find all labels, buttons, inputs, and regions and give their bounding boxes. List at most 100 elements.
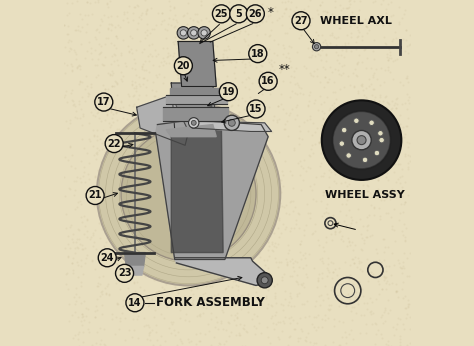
Point [235, 220, 242, 226]
Point [168, 165, 175, 170]
Point [90, 239, 98, 245]
Point [119, 104, 127, 110]
Point [116, 183, 123, 189]
Point [169, 40, 177, 45]
Point [346, 0, 354, 3]
Point [310, 100, 318, 106]
Point [222, 120, 229, 126]
Point [107, 40, 115, 46]
Point [401, 293, 409, 299]
Point [376, 92, 383, 98]
Point [231, 175, 238, 181]
Point [368, 92, 376, 98]
Point [286, 290, 293, 296]
Point [93, 127, 100, 133]
Point [156, 189, 164, 194]
Point [263, 213, 271, 218]
Point [223, 338, 230, 344]
Point [403, 255, 410, 261]
Point [222, 141, 230, 146]
Point [67, 38, 75, 44]
Point [120, 258, 128, 264]
Point [211, 188, 219, 193]
Point [310, 340, 318, 346]
Point [279, 278, 286, 283]
Point [170, 69, 178, 74]
Point [95, 210, 102, 216]
Point [222, 131, 230, 136]
Point [222, 78, 230, 84]
Point [165, 60, 173, 66]
Circle shape [369, 120, 374, 126]
Point [141, 35, 148, 41]
Point [185, 140, 193, 145]
Point [97, 49, 105, 55]
Point [406, 42, 413, 47]
Point [285, 300, 292, 305]
Point [356, 0, 364, 4]
Point [123, 110, 131, 116]
Point [332, 161, 340, 166]
Point [183, 21, 191, 27]
Point [197, 330, 204, 336]
Point [177, 165, 185, 170]
Point [85, 160, 93, 165]
Point [288, 173, 296, 178]
Point [344, 6, 351, 11]
Point [226, 46, 233, 52]
Point [390, 206, 398, 212]
Point [344, 243, 351, 249]
Point [277, 230, 284, 236]
Point [189, 236, 196, 242]
Point [75, 62, 82, 68]
Point [215, 340, 223, 346]
Point [303, 117, 310, 122]
Point [71, 114, 79, 119]
Point [358, 268, 365, 274]
Point [225, 0, 232, 4]
Point [121, 315, 128, 321]
Point [112, 314, 120, 319]
Point [71, 47, 78, 53]
Point [222, 203, 230, 208]
Point [381, 257, 388, 263]
Point [104, 92, 111, 98]
Point [207, 284, 214, 289]
Point [403, 106, 411, 112]
Point [279, 79, 286, 84]
Point [337, 169, 345, 175]
Point [95, 29, 102, 35]
Point [144, 8, 151, 13]
Point [174, 67, 182, 73]
Point [195, 235, 202, 241]
Point [243, 244, 251, 249]
Point [150, 27, 158, 32]
Point [113, 221, 121, 227]
Point [394, 294, 401, 299]
Point [201, 197, 209, 202]
Point [330, 324, 337, 329]
Point [322, 51, 329, 57]
Point [321, 312, 328, 318]
Point [266, 12, 273, 18]
Point [294, 291, 301, 297]
Point [383, 54, 391, 60]
Point [201, 290, 209, 296]
Point [228, 113, 236, 119]
Point [249, 285, 257, 290]
Point [210, 42, 218, 48]
Point [123, 253, 130, 259]
Point [349, 247, 357, 253]
Point [227, 22, 234, 28]
Point [101, 86, 109, 92]
Point [62, 225, 70, 231]
Point [221, 16, 228, 22]
Circle shape [357, 136, 366, 145]
Point [79, 111, 87, 116]
Point [283, 260, 291, 265]
Point [303, 274, 310, 280]
Point [112, 34, 119, 39]
Point [349, 109, 357, 115]
Point [154, 107, 162, 113]
Point [301, 314, 309, 320]
